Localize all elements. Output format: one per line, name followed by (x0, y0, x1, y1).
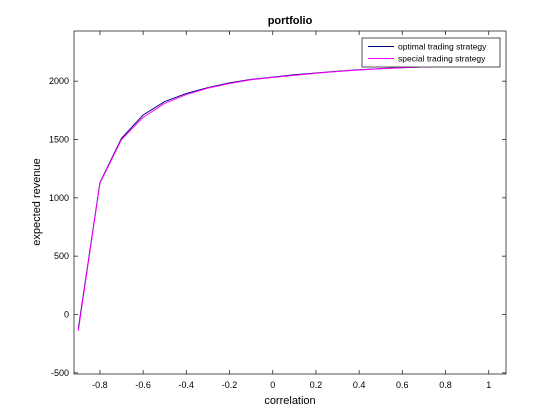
x-tick-label: 0.6 (396, 380, 409, 390)
y-tick-label: 1000 (49, 193, 69, 203)
x-tick-label: 1 (486, 380, 491, 390)
y-tick-label: 500 (54, 251, 69, 261)
x-tick-label: 0.8 (439, 380, 452, 390)
y-tick-label: 1500 (49, 135, 69, 145)
series-lines (77, 65, 468, 331)
y-tick-label: -500 (51, 368, 69, 378)
x-axis-label: correlation (264, 395, 315, 407)
chart-title: portfolio (268, 15, 313, 27)
x-tick-label: 0.4 (353, 380, 366, 390)
legend-label-optimal-trading-strategy: optimal trading strategy (398, 42, 487, 52)
x-tick-label: 0.2 (310, 380, 323, 390)
x-tick-label: 0 (270, 380, 275, 390)
x-tick-label: -0.2 (222, 380, 238, 390)
y-axis-label: expected revenue (31, 158, 43, 245)
x-tick-label: -0.6 (135, 380, 151, 390)
y-tick-label: 2000 (49, 76, 69, 86)
y-tick-label: 0 (64, 310, 69, 320)
series-line-special-trading-strategy (77, 65, 468, 331)
legend: optimal trading strategy special trading… (361, 37, 501, 68)
x-tick-label: -0.8 (92, 380, 108, 390)
y-axis: -500 0 500 1000 1500 2000 (49, 76, 506, 378)
legend-box (361, 37, 501, 68)
plot-area (73, 30, 507, 375)
legend-label-special-trading-strategy: special trading strategy (398, 54, 486, 64)
x-axis: -0.8 -0.6 -0.4 -0.2 0 0.2 0.4 0.6 0.8 1 (92, 31, 491, 390)
x-tick-label: -0.4 (179, 380, 195, 390)
